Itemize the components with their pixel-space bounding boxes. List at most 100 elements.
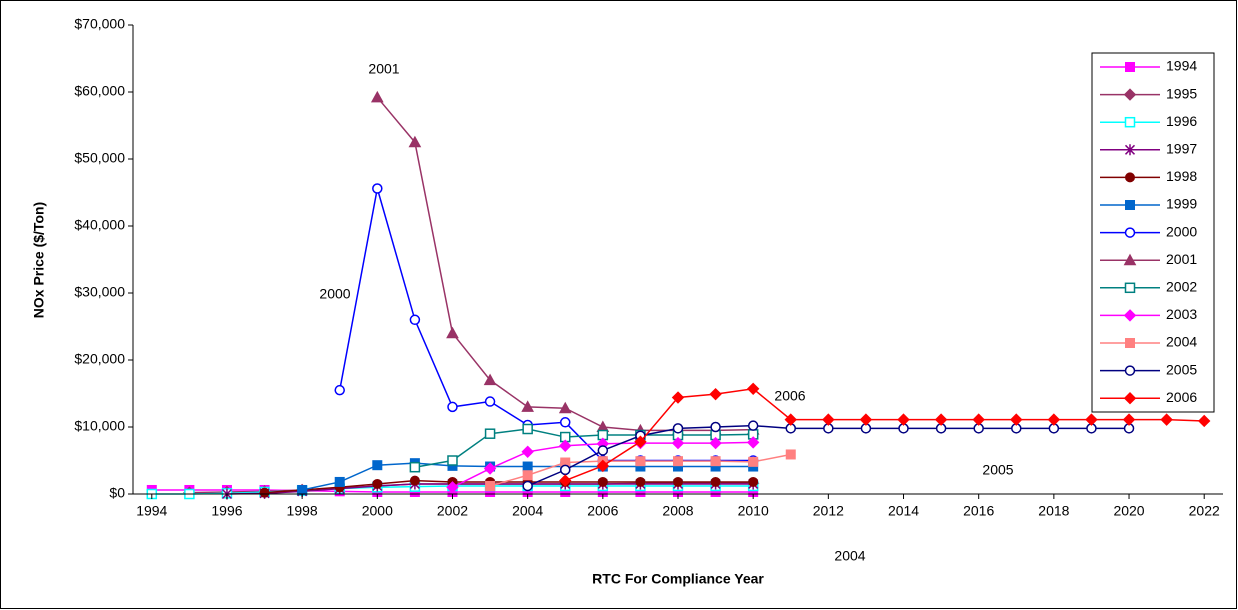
marker — [710, 476, 721, 487]
marker — [259, 487, 270, 498]
marker — [746, 436, 760, 449]
marker — [673, 456, 683, 467]
legend-label: 2005 — [1166, 361, 1197, 377]
marker — [370, 90, 384, 103]
marker — [1124, 116, 1136, 128]
marker — [1125, 200, 1135, 210]
marker — [1125, 172, 1135, 183]
series-line — [414, 428, 754, 468]
y-tick-label: $60,000 — [74, 83, 125, 99]
marker — [446, 326, 459, 339]
marker — [1124, 144, 1136, 156]
legend-label: 2004 — [1166, 334, 1197, 350]
marker — [521, 445, 534, 458]
marker — [334, 384, 345, 396]
marker — [672, 423, 684, 434]
legend-label: 2006 — [1166, 389, 1197, 405]
legend-label: 2002 — [1166, 279, 1197, 295]
marker — [671, 436, 685, 450]
marker — [597, 445, 609, 456]
marker — [1047, 413, 1061, 426]
marker — [485, 480, 496, 491]
marker — [746, 382, 760, 396]
marker — [297, 484, 308, 495]
marker — [1085, 413, 1098, 426]
x-tick-label: 1994 — [136, 503, 167, 519]
series-line — [564, 388, 1205, 482]
marker — [1010, 413, 1023, 426]
annotation: 2001 — [368, 61, 399, 77]
marker — [635, 456, 646, 467]
x-tick-label: 2016 — [963, 503, 994, 519]
marker — [1160, 413, 1173, 426]
y-tick-label: $0 — [109, 485, 125, 501]
marker — [558, 401, 572, 414]
marker — [1124, 227, 1136, 238]
marker — [409, 475, 420, 486]
y-tick-label: $50,000 — [74, 150, 125, 166]
marker — [372, 478, 383, 489]
legend-label: 1995 — [1166, 85, 1197, 101]
y-axis-label: NOx Price ($/Ton) — [31, 202, 47, 318]
marker — [1125, 62, 1135, 72]
y-tick-label: $30,000 — [74, 284, 125, 300]
marker — [447, 455, 458, 466]
x-tick-label: 2022 — [1189, 503, 1220, 519]
legend-label: 2003 — [1166, 306, 1197, 322]
marker — [484, 428, 496, 439]
marker — [673, 476, 683, 487]
marker — [1122, 413, 1136, 426]
marker — [372, 183, 383, 194]
marker — [635, 476, 646, 487]
marker — [559, 464, 571, 476]
marker — [522, 480, 533, 492]
marker — [710, 456, 721, 467]
x-tick-label: 2006 — [587, 503, 618, 519]
marker — [1124, 282, 1136, 294]
marker — [934, 413, 948, 426]
y-tick-label: $20,000 — [74, 351, 125, 367]
annotation: 2006 — [774, 388, 805, 404]
x-tick-label: 2002 — [437, 503, 468, 519]
marker — [1124, 365, 1136, 376]
marker — [559, 474, 572, 487]
marker — [596, 459, 610, 473]
legend-label: 1999 — [1166, 196, 1197, 212]
marker — [785, 449, 796, 460]
marker — [521, 400, 535, 412]
marker — [671, 391, 685, 404]
marker — [972, 413, 985, 426]
marker — [748, 476, 759, 487]
x-axis-label: RTC For Compliance Year — [592, 571, 764, 587]
x-tick-label: 2020 — [1113, 503, 1144, 519]
marker — [408, 135, 422, 148]
marker — [1125, 338, 1135, 348]
x-tick-label: 2008 — [662, 503, 693, 519]
marker — [597, 476, 608, 487]
legend-label: 1997 — [1166, 141, 1197, 157]
marker — [559, 417, 571, 428]
marker — [483, 462, 497, 475]
marker — [634, 435, 647, 448]
marker — [1123, 253, 1137, 266]
x-tick-label: 2000 — [362, 503, 393, 519]
annotation: 2004 — [834, 548, 865, 564]
legend-label: 1994 — [1166, 58, 1197, 74]
marker — [822, 413, 835, 426]
x-tick-label: 2018 — [1038, 503, 1069, 519]
marker — [522, 470, 533, 481]
marker — [1123, 309, 1137, 322]
x-tick-label: 2014 — [888, 503, 919, 519]
marker — [709, 436, 722, 450]
y-tick-label: $40,000 — [74, 217, 125, 233]
marker — [447, 401, 458, 413]
marker — [409, 314, 421, 326]
marker — [710, 421, 721, 433]
x-tick-label: 1998 — [287, 503, 318, 519]
marker — [1198, 414, 1211, 428]
marker — [859, 413, 873, 426]
marker — [484, 396, 496, 407]
marker — [334, 476, 345, 487]
